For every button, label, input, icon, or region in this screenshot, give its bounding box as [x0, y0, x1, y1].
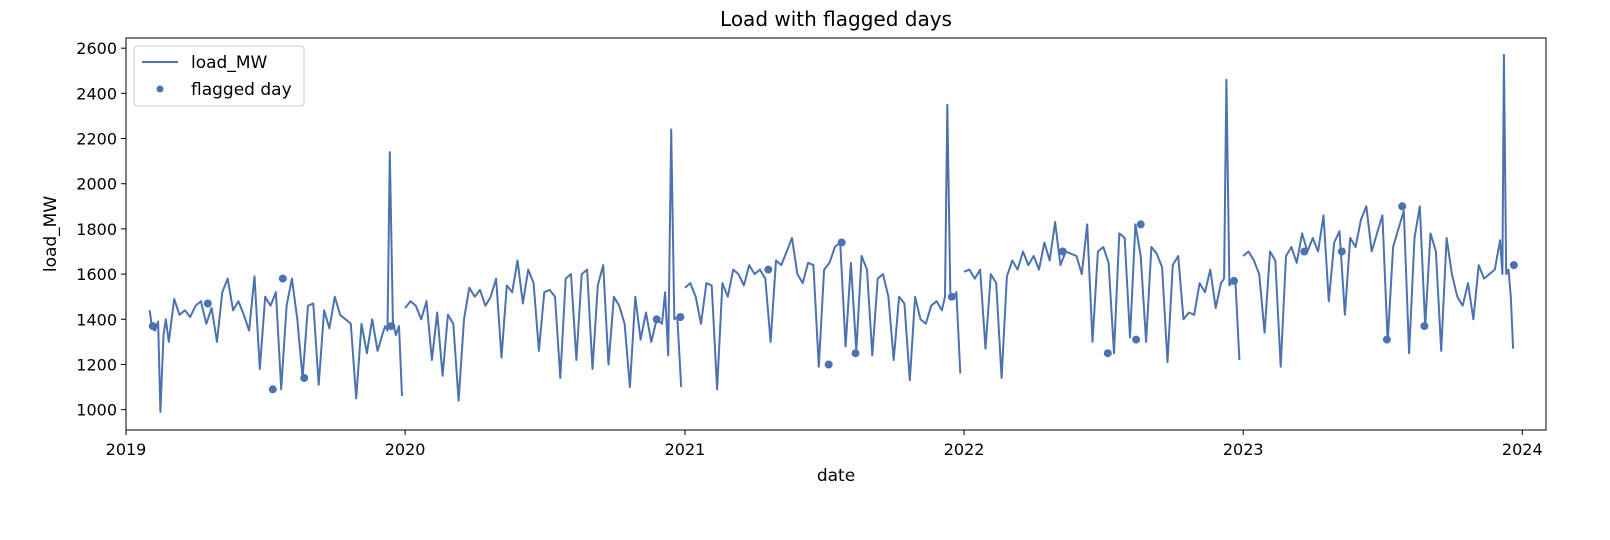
- x-tick-label: 2020: [385, 440, 426, 459]
- flagged-day-point: [1132, 335, 1141, 344]
- flagged-day-point: [148, 322, 157, 331]
- x-axis-label: date: [817, 466, 855, 486]
- load-line-segment-1: [148, 151, 403, 413]
- legend-item-load-mw: load_MW: [191, 53, 268, 73]
- flagged-day-point: [837, 238, 846, 247]
- flagged-day-point: [1509, 261, 1518, 270]
- flagged-day-point: [676, 313, 685, 321]
- flagged-day-point: [300, 374, 309, 382]
- legend-dot-swatch: [156, 85, 164, 93]
- flagged-day-point: [851, 349, 860, 358]
- x-tick-label: 2022: [944, 440, 985, 459]
- y-tick-label: 2000: [76, 175, 117, 194]
- y-tick-label: 1800: [76, 220, 117, 239]
- y-tick-label: 1600: [76, 265, 117, 284]
- flagged-day-point: [1300, 247, 1309, 256]
- flagged-day-point: [947, 292, 956, 301]
- flagged-day-point: [268, 385, 277, 394]
- y-tick-label: 2600: [76, 39, 117, 58]
- flagged-day-point: [387, 322, 396, 331]
- y-axis-label: load_MW: [41, 196, 61, 273]
- x-axis: 2019 2020 2021 2022 2023 2024: [106, 430, 1543, 459]
- flagged-day-point: [1058, 247, 1067, 256]
- y-axis: 1000 1200 1400 1600 1800 2000 2200 2400 2600: [76, 39, 126, 420]
- flagged-day-point: [652, 315, 661, 324]
- flagged-day-point: [1230, 276, 1238, 285]
- flagged-day-point: [1420, 322, 1429, 331]
- legend: load_MW flagged day: [133, 45, 305, 107]
- flagged-day-point: [1337, 247, 1346, 256]
- flagged-day-point: [1382, 335, 1391, 344]
- y-tick-label: 2200: [76, 130, 117, 149]
- plot-frame: [125, 37, 1547, 431]
- y-tick-label: 1000: [76, 401, 117, 420]
- load-line-segment-3: [684, 103, 962, 391]
- x-tick-label: 2024: [1502, 440, 1543, 459]
- x-tick-label: 2019: [106, 440, 147, 459]
- chart-title: Load with flagged days: [720, 7, 952, 31]
- load-line-segment-2: [404, 128, 683, 402]
- y-tick-label: 2400: [76, 84, 117, 103]
- y-tick-label: 1200: [76, 355, 117, 374]
- load-line-segment-4: [963, 78, 1241, 379]
- flagged-day-point: [1103, 349, 1112, 358]
- flagged-day-point: [764, 265, 773, 274]
- legend-item-flagged-day: flagged day: [191, 80, 292, 100]
- flagged-points: [148, 202, 1518, 394]
- flagged-day-point: [1136, 220, 1145, 229]
- flagged-day-point: [278, 274, 287, 283]
- y-tick-label: 1400: [76, 310, 117, 329]
- flagged-day-point: [824, 360, 833, 369]
- x-tick-label: 2023: [1223, 440, 1264, 459]
- flagged-day-point: [1398, 202, 1407, 211]
- flagged-day-point: [203, 299, 212, 308]
- x-tick-label: 2021: [665, 440, 706, 459]
- plot-area: [126, 38, 1546, 430]
